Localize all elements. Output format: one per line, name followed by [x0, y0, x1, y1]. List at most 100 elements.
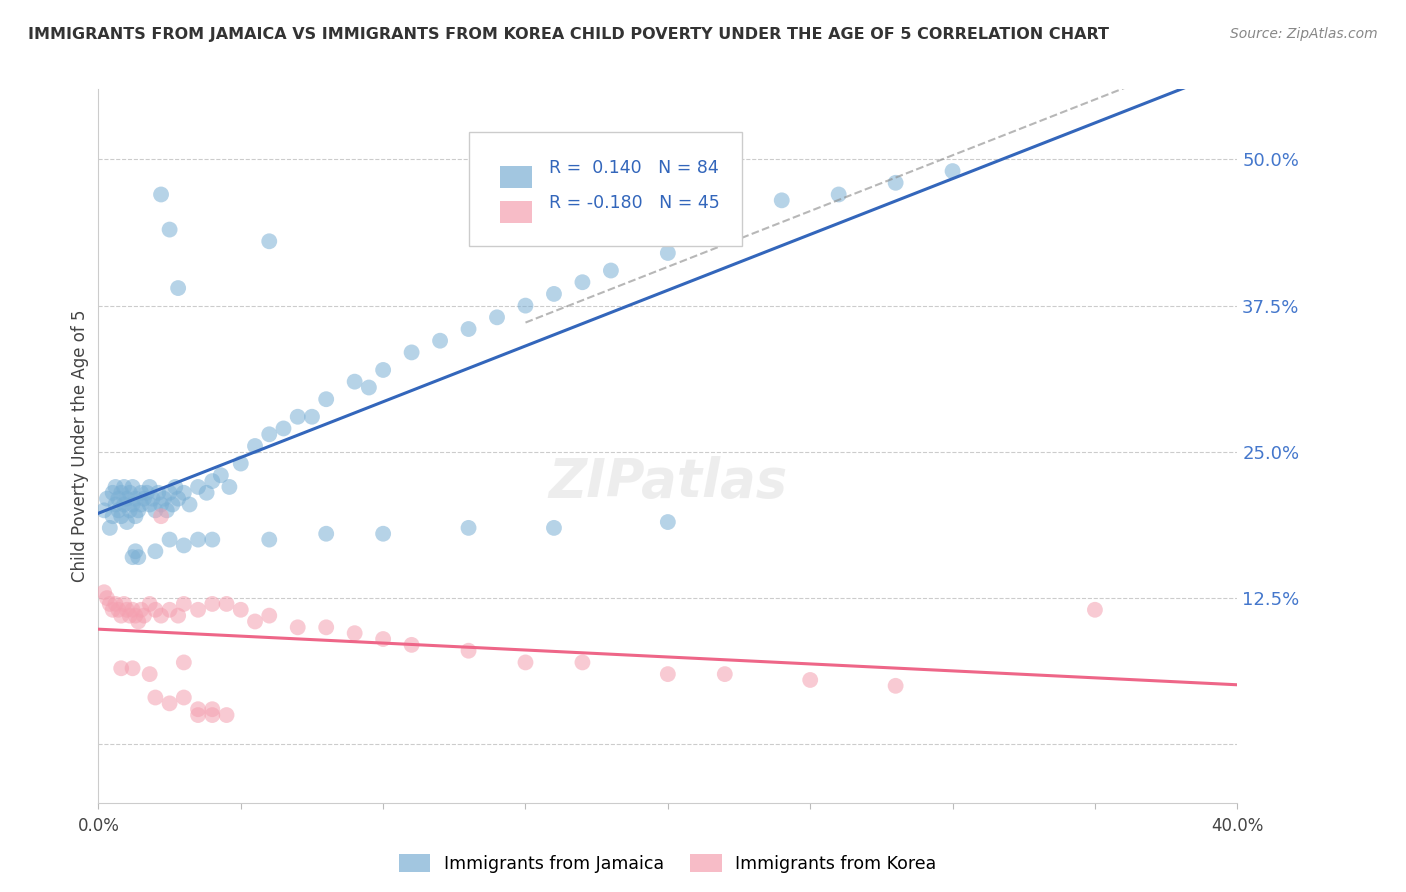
Immigrants from Jamaica	[96, 491, 118, 506]
Immigrants from Korea	[124, 608, 146, 623]
Immigrants from Korea	[187, 708, 209, 723]
Immigrants from Jamaica	[315, 526, 337, 541]
Y-axis label: Child Poverty Under the Age of 5: Child Poverty Under the Age of 5	[70, 310, 89, 582]
Immigrants from Korea	[201, 597, 224, 611]
Immigrants from Korea	[215, 597, 238, 611]
Immigrants from Korea	[138, 597, 160, 611]
Immigrants from Jamaica	[167, 281, 190, 295]
Immigrants from Jamaica	[315, 392, 337, 407]
Immigrants from Korea	[150, 509, 173, 524]
Immigrants from Jamaica	[115, 491, 138, 506]
Immigrants from Jamaica	[93, 503, 115, 517]
Immigrants from Jamaica	[118, 503, 141, 517]
Immigrants from Jamaica	[543, 521, 565, 535]
Immigrants from Korea	[107, 603, 129, 617]
Immigrants from Korea	[96, 591, 118, 605]
Immigrants from Jamaica	[127, 503, 149, 517]
Immigrants from Jamaica	[107, 503, 129, 517]
Immigrants from Jamaica	[148, 485, 170, 500]
Immigrants from Korea	[115, 603, 138, 617]
Immigrants from Korea	[187, 702, 209, 716]
Immigrants from Jamaica	[101, 485, 124, 500]
Immigrants from Jamaica	[132, 491, 155, 506]
Immigrants from Korea	[515, 656, 537, 670]
Immigrants from Korea	[167, 608, 190, 623]
Immigrants from Korea	[132, 608, 155, 623]
Immigrants from Korea	[129, 603, 152, 617]
Immigrants from Jamaica	[201, 474, 224, 488]
Immigrants from Korea	[229, 603, 252, 617]
Immigrants from Jamaica	[942, 164, 965, 178]
Immigrants from Jamaica	[129, 485, 152, 500]
Immigrants from Jamaica	[457, 322, 479, 336]
Immigrants from Korea	[884, 679, 907, 693]
Immigrants from Jamaica	[150, 498, 173, 512]
Immigrants from Jamaica	[884, 176, 907, 190]
Immigrants from Jamaica	[770, 194, 793, 208]
Immigrants from Jamaica	[259, 427, 281, 442]
Immigrants from Jamaica	[112, 480, 135, 494]
Immigrants from Korea	[187, 603, 209, 617]
Immigrants from Jamaica	[373, 363, 395, 377]
Immigrants from Jamaica	[195, 485, 218, 500]
Immigrants from Jamaica	[153, 491, 176, 506]
Immigrants from Jamaica	[600, 263, 623, 277]
Immigrants from Korea	[104, 597, 127, 611]
Text: IMMIGRANTS FROM JAMAICA VS IMMIGRANTS FROM KOREA CHILD POVERTY UNDER THE AGE OF : IMMIGRANTS FROM JAMAICA VS IMMIGRANTS FR…	[28, 27, 1109, 42]
Immigrants from Jamaica	[124, 509, 146, 524]
Immigrants from Korea	[657, 667, 679, 681]
Immigrants from Jamaica	[287, 409, 309, 424]
FancyBboxPatch shape	[501, 202, 533, 223]
Immigrants from Jamaica	[162, 498, 184, 512]
Immigrants from Jamaica	[115, 515, 138, 529]
Immigrants from Korea	[287, 620, 309, 634]
Immigrants from Korea	[571, 656, 593, 670]
Immigrants from Jamaica	[124, 544, 146, 558]
Immigrants from Jamaica	[457, 521, 479, 535]
Immigrants from Jamaica	[138, 480, 160, 494]
Immigrants from Jamaica	[401, 345, 423, 359]
Immigrants from Korea	[799, 673, 821, 687]
Immigrants from Jamaica	[156, 503, 179, 517]
Immigrants from Jamaica	[486, 310, 509, 325]
Immigrants from Jamaica	[112, 498, 135, 512]
Immigrants from Korea	[457, 644, 479, 658]
Text: R =  0.140   N = 84: R = 0.140 N = 84	[550, 159, 718, 177]
Immigrants from Korea	[159, 697, 181, 711]
Immigrants from Jamaica	[571, 275, 593, 289]
Immigrants from Jamaica	[828, 187, 851, 202]
Immigrants from Jamaica	[121, 498, 143, 512]
Immigrants from Jamaica	[209, 468, 232, 483]
Immigrants from Jamaica	[357, 380, 380, 394]
Immigrants from Jamaica	[145, 503, 167, 517]
Immigrants from Korea	[138, 667, 160, 681]
Immigrants from Jamaica	[127, 550, 149, 565]
Immigrants from Korea	[121, 603, 143, 617]
Immigrants from Jamaica	[229, 457, 252, 471]
Immigrants from Korea	[121, 661, 143, 675]
Immigrants from Jamaica	[121, 480, 143, 494]
Immigrants from Jamaica	[429, 334, 451, 348]
Immigrants from Korea	[110, 661, 132, 675]
Immigrants from Korea	[401, 638, 423, 652]
Immigrants from Jamaica	[543, 287, 565, 301]
Immigrants from Jamaica	[145, 544, 167, 558]
Immigrants from Jamaica	[273, 421, 295, 435]
Immigrants from Jamaica	[104, 480, 127, 494]
Immigrants from Korea	[98, 597, 121, 611]
Immigrants from Jamaica	[187, 533, 209, 547]
Text: Source: ZipAtlas.com: Source: ZipAtlas.com	[1230, 27, 1378, 41]
Immigrants from Jamaica	[150, 187, 173, 202]
Immigrants from Korea	[118, 608, 141, 623]
Immigrants from Jamaica	[107, 491, 129, 506]
Immigrants from Jamaica	[129, 498, 152, 512]
Immigrants from Jamaica	[110, 509, 132, 524]
Immigrants from Jamaica	[118, 485, 141, 500]
Immigrants from Korea	[373, 632, 395, 646]
Immigrants from Jamaica	[110, 485, 132, 500]
Immigrants from Jamaica	[141, 491, 163, 506]
Immigrants from Jamaica	[201, 533, 224, 547]
Immigrants from Korea	[173, 690, 195, 705]
Immigrants from Jamaica	[259, 533, 281, 547]
Immigrants from Korea	[201, 708, 224, 723]
